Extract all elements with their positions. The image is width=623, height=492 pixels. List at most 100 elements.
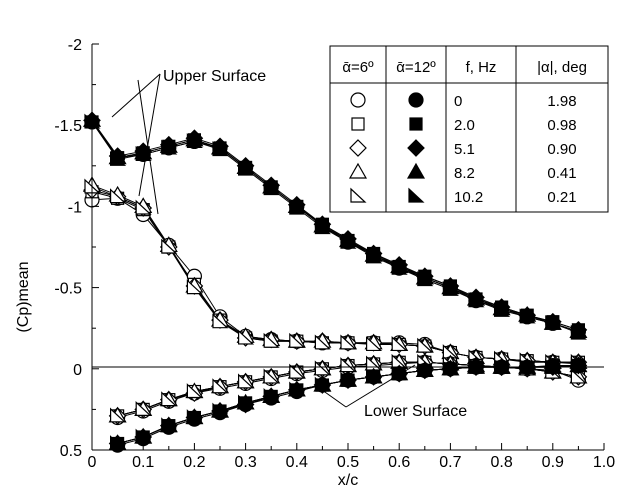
legend-frequency-value: 5.1 <box>454 141 475 158</box>
data-point-alpha12-upper-right-triangle <box>545 314 562 330</box>
data-point-alpha6-upper-right-triangle <box>417 337 434 353</box>
legend-header-frequency: f, Hz <box>466 59 497 76</box>
data-point-alpha12-lower-right-triangle <box>289 381 306 397</box>
y-tick-label: -1.5 <box>54 118 82 135</box>
legend-frequency-value: 8.2 <box>454 165 475 182</box>
x-axis-label: x/c <box>338 472 358 489</box>
legend-marker-open-diamond <box>349 139 367 157</box>
data-point-alpha6-lower-right-triangle <box>161 391 178 407</box>
x-tick-label: 0.9 <box>542 454 564 471</box>
data-point-alpha12-upper-right-triangle <box>391 259 408 275</box>
legend-frame <box>329 45 609 213</box>
data-point-alpha6-upper-right-triangle <box>263 332 280 348</box>
x-tick-label: 0 <box>88 454 97 471</box>
legend-marker-open-square <box>351 117 365 131</box>
legend-header-alpha6: ᾱ=6º <box>342 59 374 76</box>
data-point-alpha6-lower-right-triangle <box>314 360 331 376</box>
data-point-alpha12-lower-right-triangle <box>442 360 459 376</box>
legend-marker-filled-circle <box>408 92 424 108</box>
legend-rows: 0 1.98 2.0 0.98 5.1 0.90 8.2 0.41 10.2 0.21 <box>348 92 577 206</box>
data-point-alpha12-lower-right-triangle <box>186 409 203 425</box>
data-point-alpha6-upper-right-triangle <box>135 199 152 215</box>
data-point-alpha12-lower-right-triangle <box>212 402 229 418</box>
data-point-alpha6-upper-right-triangle <box>366 336 383 352</box>
data-point-alpha12-upper-right-triangle <box>314 219 331 235</box>
legend-amplitude-value: 0.90 <box>547 141 576 158</box>
data-point-alpha12-upper-right-triangle <box>263 180 280 196</box>
upper-leader-2 <box>138 73 161 197</box>
data-point-alpha12-lower-right-triangle <box>366 368 383 384</box>
y-tick-label: 0.5 <box>60 443 82 460</box>
data-point-alpha12-lower-right-triangle <box>340 371 357 387</box>
data-point-alpha12-upper-right-triangle <box>442 280 459 296</box>
series-markers <box>82 111 588 453</box>
data-point-alpha6-lower-right-triangle <box>289 363 306 379</box>
lower-leader-1 <box>314 384 347 408</box>
data-point-alpha12-upper-right-triangle <box>135 146 152 162</box>
data-point-alpha12-upper-right-triangle <box>340 233 357 249</box>
x-tick-label: 0.8 <box>490 454 512 471</box>
lower-leader-2 <box>345 364 416 408</box>
data-point-alpha12-lower-right-triangle <box>263 388 280 404</box>
data-point-alpha6-lower-right-triangle <box>186 383 203 399</box>
x-tick-label: 0.1 <box>132 454 154 471</box>
data-point-alpha12-upper-right-triangle <box>366 248 383 264</box>
data-point-alpha12-upper-right-triangle <box>494 301 511 317</box>
data-point-alpha6-upper-right-triangle <box>161 238 178 254</box>
y-tick-label: -0.5 <box>54 281 82 298</box>
legend-marker-filled-right-triangle <box>408 187 425 203</box>
data-point-alpha6-lower-right-triangle <box>263 368 280 384</box>
y-tick-label: 0 <box>73 362 82 379</box>
y-tick-label: -2 <box>68 37 82 54</box>
upper-leader-1 <box>111 73 161 118</box>
data-point-alpha12-upper-right-triangle <box>186 133 203 149</box>
data-point-alpha6-upper-right-triangle <box>289 332 306 348</box>
data-point-alpha6-upper-right-triangle <box>238 329 255 345</box>
y-tick-label: -1 <box>68 199 82 216</box>
legend-table: ᾱ=6º ᾱ=12º f, Hz |α|, deg 0 1.98 2.0 0.98 5.… <box>329 45 609 213</box>
series-line-alpha6-upper-right-triangle <box>91 186 579 363</box>
data-point-alpha12-upper-right-triangle <box>417 271 434 287</box>
annotation-lower-surface: Lower Surface <box>364 403 467 420</box>
annotation-upper-surface: Upper Surface <box>163 68 266 85</box>
data-point-alpha6-lower-right-triangle <box>109 407 127 423</box>
legend-frequency-value: 10.2 <box>454 189 483 206</box>
data-point-alpha12-upper-right-triangle <box>519 308 536 324</box>
data-point-alpha6-upper-right-triangle <box>109 188 127 204</box>
legend-marker-filled-diamond <box>407 139 425 157</box>
x-tick-label: 0.7 <box>439 454 461 471</box>
x-tick-label: 0.6 <box>388 454 410 471</box>
data-point-alpha12-upper-right-triangle <box>161 139 178 155</box>
data-point-alpha12-upper-right-triangle <box>238 160 255 176</box>
series-line-alpha6-upper-square <box>91 191 579 363</box>
data-point-alpha6-lower-right-triangle <box>135 401 152 416</box>
data-point-alpha12-upper-right-triangle <box>212 141 229 157</box>
legend-header-amplitude: |α|, deg <box>537 59 587 76</box>
ticks: 0 0.1 0.2 0.3 0.4 0.5 0.6 0.7 0.8 0.9 1.0 -2 -1.5 -1 -… <box>54 37 615 471</box>
series-line-alpha6-upper-diamond <box>91 189 579 363</box>
data-point-alpha6-upper-right-triangle <box>186 279 203 295</box>
legend-frequency-value: 2.0 <box>454 117 475 134</box>
legend-marker-open-triangle <box>348 162 368 179</box>
data-point-alpha6-lower-right-triangle <box>570 368 587 384</box>
legend-marker-filled-square <box>409 117 423 131</box>
data-point-alpha6-lower-right-triangle <box>212 378 229 394</box>
x-tick-label: 0.5 <box>337 454 359 471</box>
data-point-alpha12-lower-right-triangle <box>161 417 178 433</box>
x-tick-label: 0.3 <box>234 454 256 471</box>
x-tick-label: 0.4 <box>286 454 308 471</box>
legend-marker-filled-triangle <box>406 162 426 179</box>
x-tick-label: 1.0 <box>593 454 615 471</box>
data-point-alpha12-lower-right-triangle <box>570 357 587 373</box>
x-tick-label: 0.2 <box>183 454 205 471</box>
data-point-alpha6-upper-right-triangle <box>212 313 229 329</box>
data-point-alpha12-lower-right-triangle <box>238 394 255 410</box>
y-axis-label: (Cp)mean <box>15 261 32 332</box>
data-point-alpha6-upper-right-triangle <box>340 334 357 350</box>
legend-marker-open-circle <box>350 92 366 108</box>
legend-marker-open-right-triangle <box>350 187 367 203</box>
legend-amplitude-value: 0.41 <box>547 165 576 182</box>
legend-amplitude-value: 0.21 <box>547 189 576 206</box>
data-point-alpha12-upper-right-triangle <box>468 292 485 308</box>
